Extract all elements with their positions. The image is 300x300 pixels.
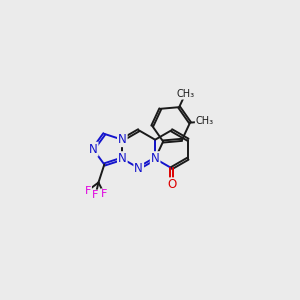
Text: CH₃: CH₃ — [176, 89, 194, 99]
Text: N: N — [118, 152, 127, 165]
Text: CH₃: CH₃ — [196, 116, 214, 126]
Text: F: F — [92, 190, 99, 200]
Text: F: F — [101, 189, 108, 199]
Text: N: N — [151, 152, 160, 165]
Text: N: N — [89, 143, 98, 156]
Text: O: O — [167, 178, 176, 191]
Text: N: N — [118, 133, 127, 146]
Text: F: F — [85, 185, 91, 196]
Text: N: N — [134, 162, 143, 175]
